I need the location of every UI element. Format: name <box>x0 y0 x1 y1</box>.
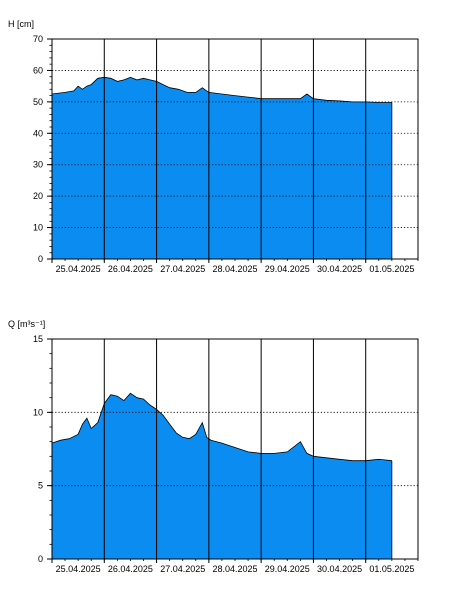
y-axis-label: H [cm] <box>8 19 34 29</box>
y-tick-label: 60 <box>33 65 43 75</box>
plot-frame <box>51 38 419 260</box>
x-tick-label: 26.04.2025 <box>108 264 153 274</box>
x-tick-label: 27.04.2025 <box>160 264 205 274</box>
x-tick-label: 26.04.2025 <box>108 564 153 574</box>
y-tick-label: 20 <box>33 191 43 201</box>
x-tick-label: 27.04.2025 <box>160 564 205 574</box>
y-tick-label: 70 <box>33 34 43 44</box>
x-tick-label: 29.04.2025 <box>265 564 310 574</box>
y-tick-label: 10 <box>33 407 43 417</box>
y-tick-label: 50 <box>33 97 43 107</box>
y-axis-label: Q [m³s⁻¹] <box>8 319 45 329</box>
series-area <box>52 77 392 259</box>
x-tick-label: 28.04.2025 <box>212 264 257 274</box>
x-tick-label: 25.04.2025 <box>56 564 101 574</box>
x-tick-label: 30.04.2025 <box>317 564 362 574</box>
y-tick-label: 30 <box>33 160 43 170</box>
plot-frame <box>51 338 419 560</box>
series-line <box>51 392 392 462</box>
y-tick-label: 10 <box>33 223 43 233</box>
series-area <box>52 393 392 559</box>
x-tick-label: 29.04.2025 <box>265 264 310 274</box>
x-tick-label: 30.04.2025 <box>317 264 362 274</box>
discharge-chart: 0 5 10 15 25.04.2025 26.04.2025 27.04.2025 28.0… <box>8 319 419 574</box>
y-tick-label: 0 <box>38 554 43 564</box>
y-tick-label: 40 <box>33 128 43 138</box>
water-level-chart: 0 10 20 30 40 50 60 70 25.04.2025 26.04.2025 27.04… <box>8 19 419 274</box>
y-tick-label: 15 <box>33 334 43 344</box>
x-tick-label: 28.04.2025 <box>212 564 257 574</box>
x-tick-label: 25.04.2025 <box>56 264 101 274</box>
y-tick-label: 5 <box>38 481 43 491</box>
y-tick-label: 0 <box>38 254 43 264</box>
x-tick-label: 01.05.2025 <box>369 564 414 574</box>
x-tick-label: 01.05.2025 <box>369 264 414 274</box>
series-line <box>51 76 392 103</box>
